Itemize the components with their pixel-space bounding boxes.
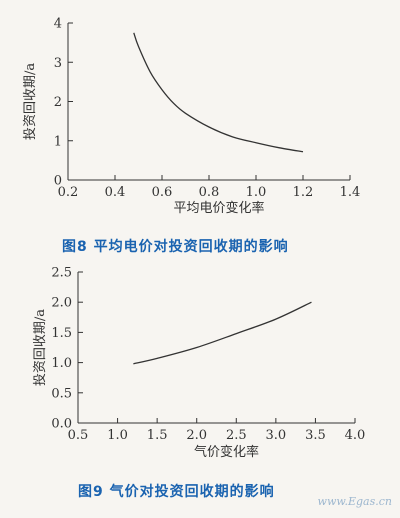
chart-2-x-tick-label: 3.0 [266, 428, 287, 443]
chart-2-y-axis-label: 投资回收期/a [32, 309, 48, 386]
chart-1-x-tick-label: 1.2 [293, 185, 314, 200]
chart-2-caption: 图9 气价对投资回收期的影响 [78, 484, 275, 500]
chart-2-y-tick-label: 1.5 [51, 326, 72, 341]
chart-2-series-1-line [133, 301, 312, 365]
watermark: www.Egas.cn [317, 495, 392, 508]
chart-2-x-tick-label: 1.5 [147, 428, 168, 443]
chart-1-series-1-line [133, 32, 304, 153]
chart-2-y-tick-label: 0.5 [51, 386, 72, 401]
chart-1-x-tick-label: 0.2 [58, 185, 79, 200]
chart-2-x-tick-label: 2.5 [226, 428, 247, 443]
chart-1-x-axis-label: 平均电价变化率 [173, 200, 264, 216]
chart-1-caption: 图8 平均电价对投资回收期的影响 [62, 239, 289, 255]
chart-2-y-tick-label: 1.0 [51, 356, 72, 371]
chart-1-x-tick-label: 0.4 [105, 185, 126, 200]
chart-1-y-tick-label: 2 [54, 95, 62, 110]
chart-2-y-tick-label: 2.5 [51, 266, 72, 281]
chart-1-y-tick-label: 3 [54, 56, 62, 71]
chart-1-x-tick-label: 1.4 [340, 185, 361, 200]
chart-2-x-tick-label: 0.5 [68, 428, 89, 443]
chart-2-y-tick-label: 2.0 [51, 296, 72, 311]
chart-2-x-tick-label: 2.0 [186, 428, 207, 443]
chart-2-x-tick-label: 4.0 [345, 428, 366, 443]
chart-1-x-tick-label: 0.8 [199, 185, 220, 200]
chart-1-x-tick-label: 0.6 [152, 185, 173, 200]
chart-2-x-tick-label: 1.0 [107, 428, 128, 443]
chart-2-x-tick-label: 3.5 [305, 428, 326, 443]
chart-2-x-axis-label: 气价变化率 [194, 444, 259, 460]
chart-2-y-tick-label: 0.0 [51, 417, 72, 432]
chart-1-y-tick-label: 1 [54, 134, 62, 149]
chart-1-y-axis-label: 投资回收期/a [22, 63, 38, 140]
chart-1-x-tick-label: 1.0 [246, 185, 267, 200]
chart-1-y-tick-label: 0 [54, 174, 62, 189]
chart-1-y-tick-label: 4 [54, 17, 62, 32]
